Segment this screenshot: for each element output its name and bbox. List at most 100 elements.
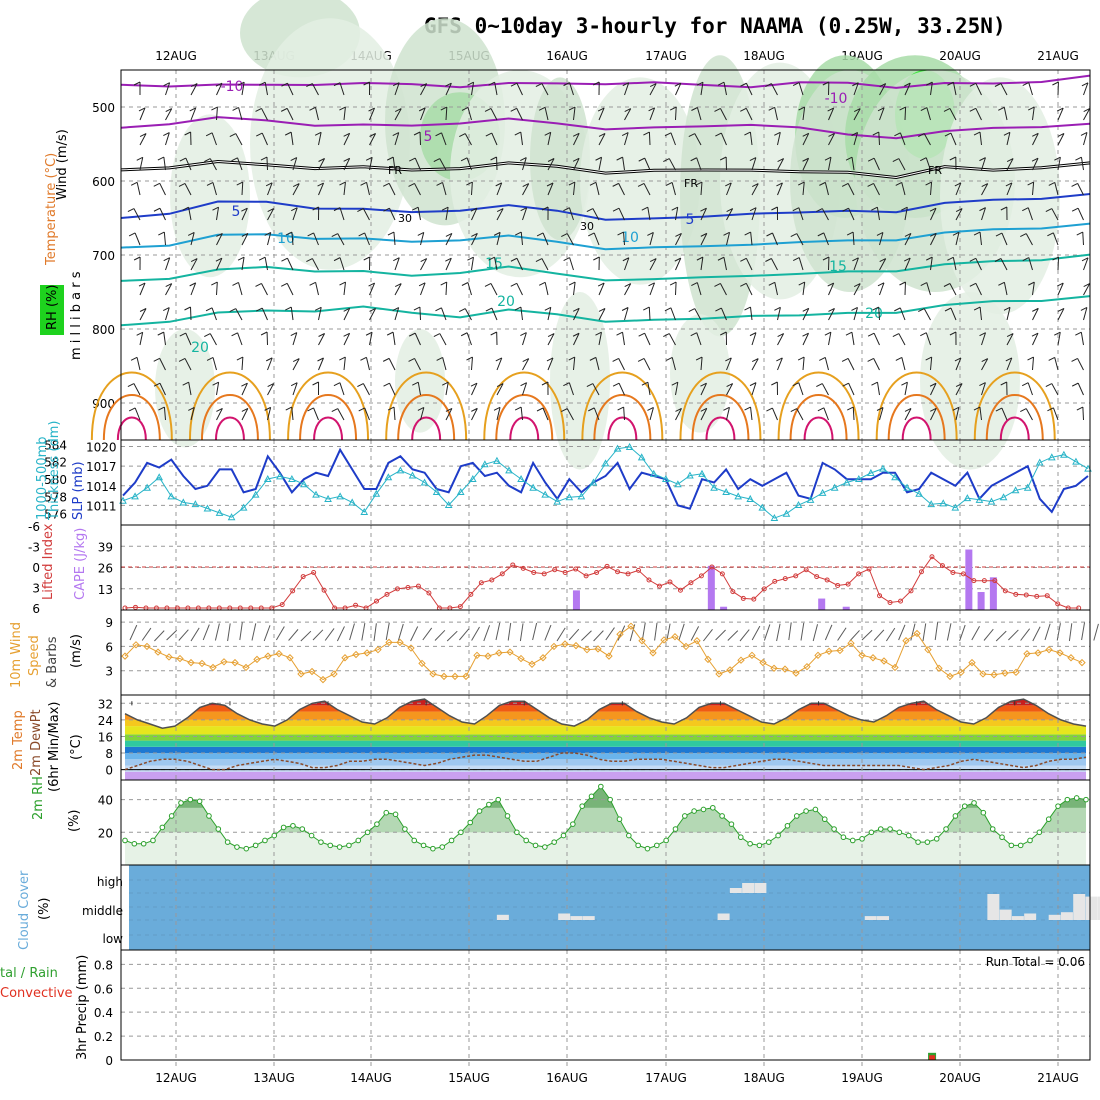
warm-cell-contour (385, 371, 468, 441)
wind-barb-flag (846, 231, 854, 236)
10m-wind-marker (935, 664, 943, 672)
10m-wind-marker (704, 655, 712, 664)
wind-barb (777, 333, 785, 346)
2m-rh-marker (1027, 837, 1033, 844)
wind-barb-flag (158, 406, 165, 411)
2m-rh-marker (159, 824, 166, 831)
wind-barb (979, 307, 982, 321)
wind-barb-flag (717, 81, 725, 86)
middle-cloud-cell (999, 909, 1012, 920)
wind-barb-flag (674, 82, 682, 87)
wind-barb-flag (386, 331, 394, 336)
wind-barb-flag (852, 82, 859, 87)
wind-barb (675, 233, 682, 246)
wind-barb-flag (944, 132, 952, 137)
2m-rh-marker (896, 829, 903, 836)
wind-barb-flag (973, 406, 981, 411)
wind-barb-flag (495, 182, 502, 187)
wind-barb-flag (853, 108, 861, 113)
wind-barb (598, 332, 602, 346)
wind-barb (675, 106, 677, 121)
wind-barb-flag (715, 132, 722, 137)
wind-barb-flag (847, 406, 854, 411)
lifted-index-marker (594, 569, 600, 575)
wind-barb (675, 281, 677, 296)
slp-axis-label: SLP (mb) (71, 461, 86, 520)
wind-barb-flag (363, 81, 370, 86)
wind-barb (668, 333, 676, 346)
wind-barb-flag (387, 406, 395, 411)
wind-barb (365, 357, 370, 371)
rh-contour-label: 30 (398, 212, 412, 225)
10m-wind-barb (885, 627, 896, 642)
10m-wind-marker (462, 672, 470, 681)
wind-barb (238, 282, 243, 296)
wind-barb (267, 383, 275, 396)
10m-wind-barb (385, 622, 390, 641)
wind-barb-flag (1003, 131, 1011, 136)
wind-barb (318, 307, 322, 321)
2m-rh-marker (122, 837, 128, 844)
wind-barb-flag (744, 406, 751, 411)
10m-wind-marker (649, 649, 657, 657)
wind-barb (1003, 107, 1008, 121)
wind-barb (547, 182, 554, 196)
wind-barb-flag (595, 331, 602, 336)
wind-barb-flag (715, 307, 722, 312)
lifted-index-marker (845, 581, 851, 587)
10m-wind-barb (373, 623, 377, 642)
wind-barb-flag (777, 158, 784, 162)
wind-barb-flag (514, 306, 522, 311)
wind-barb-flag (445, 232, 453, 237)
wind-barb (950, 307, 957, 321)
wind-barb-flag (817, 407, 825, 412)
wind-barb-flag (290, 382, 298, 387)
2m-rh-marker (178, 800, 184, 806)
wind-barb (188, 207, 192, 221)
wind-barb-flag (871, 381, 878, 386)
wind-barb (649, 258, 657, 271)
middle-cloud-cell (864, 916, 877, 920)
thickness-marker (251, 490, 260, 498)
wind-barb-flag (664, 132, 672, 137)
wind-barb (343, 107, 346, 121)
wind-barb (139, 157, 144, 171)
10m-wind-barb (288, 629, 299, 641)
10m-wind-barb (312, 629, 324, 641)
wind-barb-flag (510, 107, 517, 112)
wind-barb-flag (211, 281, 218, 286)
date-label-bottom: 16AUG (546, 1071, 588, 1085)
wind-barb (1032, 357, 1035, 371)
wind-barb (879, 107, 885, 121)
wind-barb-flag (153, 182, 160, 187)
2m-rh-marker (943, 826, 949, 832)
wind-barb (1080, 157, 1084, 171)
wind-barb-flag (949, 156, 957, 161)
wind-barb-flag (138, 282, 146, 287)
wind-barb (216, 281, 218, 296)
wind-barb-flag (969, 282, 977, 287)
wind-barb (414, 183, 421, 196)
wind-barb (445, 82, 452, 96)
10m-wind-barb (1068, 623, 1073, 642)
convective-label: Convective (0, 986, 73, 1001)
10m-wind-barb (703, 628, 713, 642)
10m-wind-speed-line (124, 625, 1083, 681)
wind-barb-flag (312, 206, 319, 211)
wind-barb-flag (852, 257, 859, 262)
10m-wind-marker (891, 663, 899, 672)
wind-barb-flag (776, 182, 783, 187)
wind-barb (751, 382, 757, 396)
wind-barb-flag (675, 408, 682, 412)
wind-barb (624, 108, 632, 121)
date-label-top: 17AUG (645, 49, 687, 63)
2m-rh-marker (327, 842, 334, 849)
lifted-index-marker (426, 590, 432, 596)
wind-barb (494, 82, 498, 96)
wind-barb-flag (952, 231, 960, 236)
10m-wind-marker (363, 649, 371, 657)
2m-rh-marker (728, 821, 735, 827)
wind-barb (802, 107, 806, 121)
wind-barb-flag (339, 281, 346, 286)
wind-barb-flag (597, 282, 605, 287)
